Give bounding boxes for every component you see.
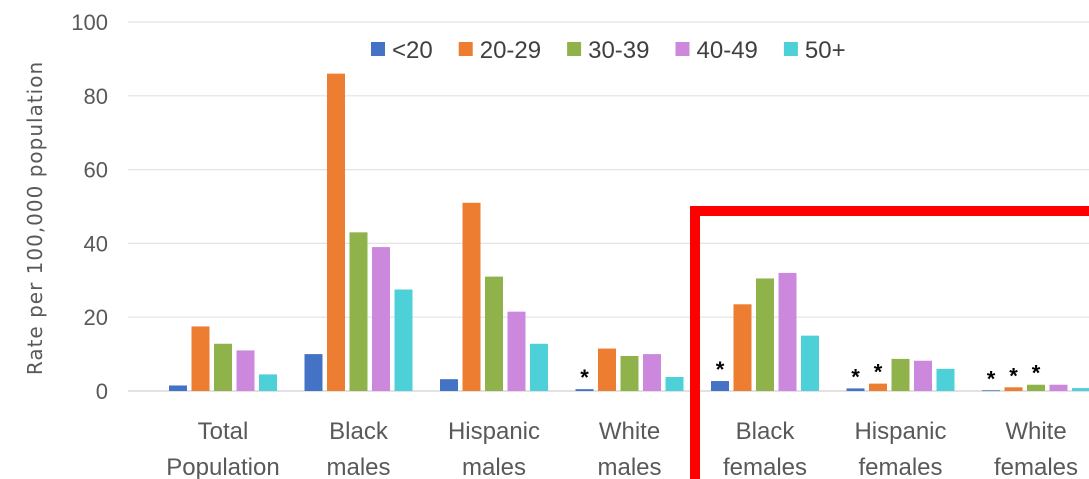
legend-swatch bbox=[783, 42, 798, 56]
legend-label: <20 bbox=[392, 37, 433, 64]
bar bbox=[259, 374, 277, 391]
bar bbox=[711, 381, 729, 391]
asterisk-marker: * bbox=[1032, 361, 1041, 386]
bar bbox=[575, 389, 594, 391]
bar bbox=[778, 272, 797, 391]
asterisk-marker: * bbox=[580, 365, 589, 390]
category-label: Black females bbox=[723, 418, 807, 479]
bar bbox=[191, 326, 210, 391]
category-label: Total Population bbox=[166, 418, 279, 479]
category-label: Hispanic males bbox=[448, 418, 540, 479]
asterisk-marker: * bbox=[987, 366, 996, 391]
bar bbox=[891, 358, 910, 391]
legend-label: 20-29 bbox=[480, 37, 541, 64]
bar bbox=[485, 276, 503, 391]
y-tick-label: 20 bbox=[84, 305, 108, 330]
bar bbox=[169, 385, 187, 391]
asterisk-marker: * bbox=[1009, 363, 1018, 388]
y-tick-label: 40 bbox=[84, 231, 108, 256]
legend-label: 30-39 bbox=[588, 37, 649, 64]
bar bbox=[756, 278, 774, 391]
bar bbox=[462, 202, 481, 391]
bar bbox=[1027, 384, 1045, 391]
legend-swatch bbox=[567, 42, 582, 56]
bar bbox=[1049, 384, 1068, 391]
bar bbox=[394, 289, 413, 391]
y-tick-label: 80 bbox=[84, 84, 108, 109]
y-tick-label: 60 bbox=[84, 158, 108, 183]
bar bbox=[936, 368, 955, 391]
bar bbox=[846, 388, 865, 391]
bar bbox=[304, 354, 323, 391]
bar bbox=[665, 376, 684, 391]
legend-label: 50+ bbox=[805, 37, 846, 64]
bar bbox=[643, 354, 661, 391]
bar bbox=[733, 304, 752, 391]
y-tick-label: 100 bbox=[71, 10, 108, 35]
bar bbox=[598, 348, 616, 391]
legend: <20 20-29 30-39 40-49 50+ bbox=[371, 37, 846, 64]
bar bbox=[236, 350, 255, 391]
legend-swatch bbox=[458, 42, 473, 56]
y-tick-label: 0 bbox=[96, 379, 108, 404]
bar bbox=[327, 73, 345, 391]
asterisk-marker: * bbox=[851, 364, 860, 389]
bar bbox=[507, 311, 526, 391]
asterisk-markers: * * * * * * * bbox=[580, 357, 1041, 391]
category-label: White males bbox=[597, 418, 661, 479]
bar bbox=[214, 343, 232, 391]
bar bbox=[801, 335, 819, 391]
highlight-box bbox=[690, 206, 1089, 479]
legend-swatch bbox=[371, 42, 385, 56]
y-axis-label: Rate per 100,000 population bbox=[23, 61, 47, 375]
category-label: Hispanic females bbox=[854, 418, 946, 479]
bar bbox=[372, 247, 390, 391]
bar bbox=[982, 390, 1000, 392]
legend-label: 40-49 bbox=[697, 37, 758, 64]
legend-swatch bbox=[675, 42, 690, 56]
bar bbox=[1072, 388, 1089, 391]
bar bbox=[620, 355, 639, 391]
asterisk-marker: * bbox=[716, 357, 725, 382]
category-label: White females bbox=[994, 418, 1078, 479]
category-labels: Total Population Black males Hispanic males Wh… bbox=[166, 418, 1078, 479]
asterisk-marker: * bbox=[874, 360, 883, 385]
category-label: Black males bbox=[326, 418, 390, 479]
bar bbox=[1004, 387, 1023, 391]
bar bbox=[530, 343, 548, 391]
bars bbox=[169, 73, 1089, 392]
bar bbox=[349, 232, 368, 391]
bar bbox=[914, 360, 932, 391]
bar bbox=[869, 383, 887, 391]
bar bbox=[440, 379, 458, 391]
y-tick-labels: 0 20 40 60 80 100 bbox=[71, 10, 108, 404]
